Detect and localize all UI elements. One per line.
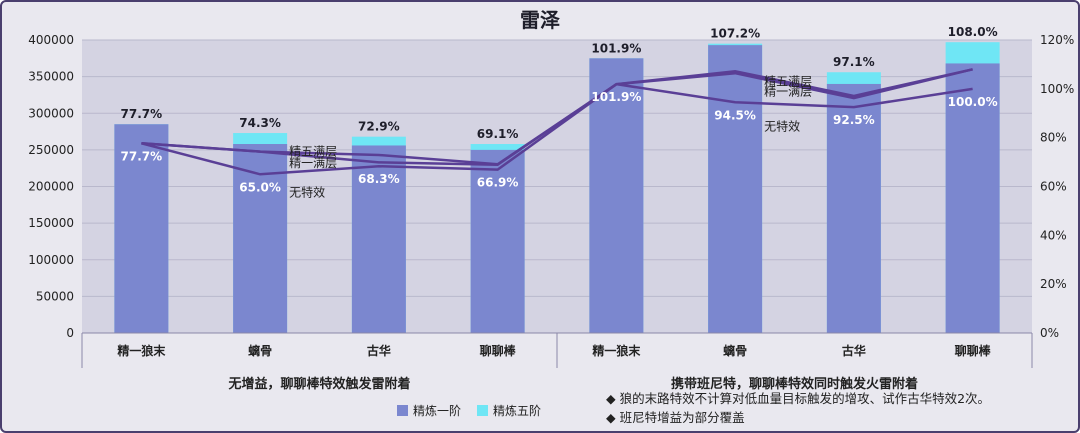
data-label-inside: 101.9% [591,90,641,104]
x-category-label: 古华 [367,343,391,358]
y-left-tick-label: 0 [66,326,74,340]
data-label-inside: 66.9% [477,176,519,190]
x-category-label: 聊聊棒 [480,343,517,358]
y-left-tick-label: 200000 [28,180,74,194]
data-label-top: 69.1% [477,127,519,141]
data-label-inside: 68.3% [358,172,400,186]
y-right-tick-label: 60% [1040,180,1067,194]
legend-swatch-refine5 [477,405,488,416]
y-left-tick-label: 100000 [28,253,74,267]
bar-refine1 [708,45,763,333]
bar-refine1 [826,83,881,333]
x-category-label: 精一狼末 [117,343,166,358]
data-label-top: 107.2% [710,27,760,41]
y-left-tick-label: 150000 [28,216,74,230]
data-label-top: 108.0% [948,25,998,39]
line-annotation: 精五满层 [289,144,337,158]
data-label-top: 74.3% [239,116,281,130]
y-right-tick-label: 120% [1040,33,1074,47]
x-category-label: 螭骨 [248,343,272,358]
line-annotation: 精一满层 [764,85,812,99]
line-annotation: 精五满层 [764,75,812,89]
y-left-tick-label: 350000 [28,70,74,84]
y-right-tick-label: 100% [1040,82,1074,96]
bar-refine1 [945,63,1000,333]
y-left-tick-label: 250000 [28,143,74,157]
y-right-tick-label: 80% [1040,131,1067,145]
line-annotation: 无特效 [289,184,325,199]
x-group-label: 无增益，聊聊棒特效触发雷附着 [227,376,410,392]
data-label-top: 72.9% [358,120,400,134]
x-category-label: 精一狼末 [592,343,641,358]
y-left-tick-label: 400000 [28,33,74,47]
y-right-tick-label: 40% [1040,228,1067,242]
legend-swatch-refine1 [397,405,408,416]
legend-label-refine5: 精炼五阶 [493,403,541,418]
y-left-tick-label: 300000 [28,106,74,120]
data-label-inside: 65.0% [239,180,281,194]
bar-refine1 [114,124,169,333]
data-label-top: 97.1% [833,55,875,69]
footnote: ◆ 狼的末路特效不计算对低血量目标触发的增攻、试作古华特效2次。 [606,391,990,406]
x-category-label: 聊聊棒 [955,343,992,358]
data-label-inside: 100.0% [948,95,998,109]
data-label-top: 101.9% [591,41,641,55]
data-label-top: 77.7% [121,107,163,121]
chart-title: 雷泽 [520,8,560,32]
footnote: ◆ 班尼特增益为部分覆盖 [606,410,745,425]
x-group-label: 携带班尼特，聊聊棒特效同时触发火雷附着 [671,376,918,392]
legend-label-refine1: 精炼一阶 [413,403,461,418]
line-series [141,82,973,176]
x-category-label: 螭骨 [723,343,747,358]
data-label-inside: 94.5% [714,108,756,122]
data-label-inside: 77.7% [121,149,163,163]
y-left-tick-label: 50000 [36,289,74,303]
bar-refine1 [470,149,525,333]
bar-refine1 [589,58,644,333]
y-right-tick-label: 0% [1040,326,1059,340]
bar-refine1 [351,145,406,333]
data-label-inside: 92.5% [833,113,875,127]
line-annotation: 精一满层 [289,156,337,170]
x-category-label: 古华 [842,343,866,358]
y-right-tick-label: 20% [1040,277,1067,291]
line-series [141,68,973,167]
line-annotation: 无特效 [764,119,800,134]
